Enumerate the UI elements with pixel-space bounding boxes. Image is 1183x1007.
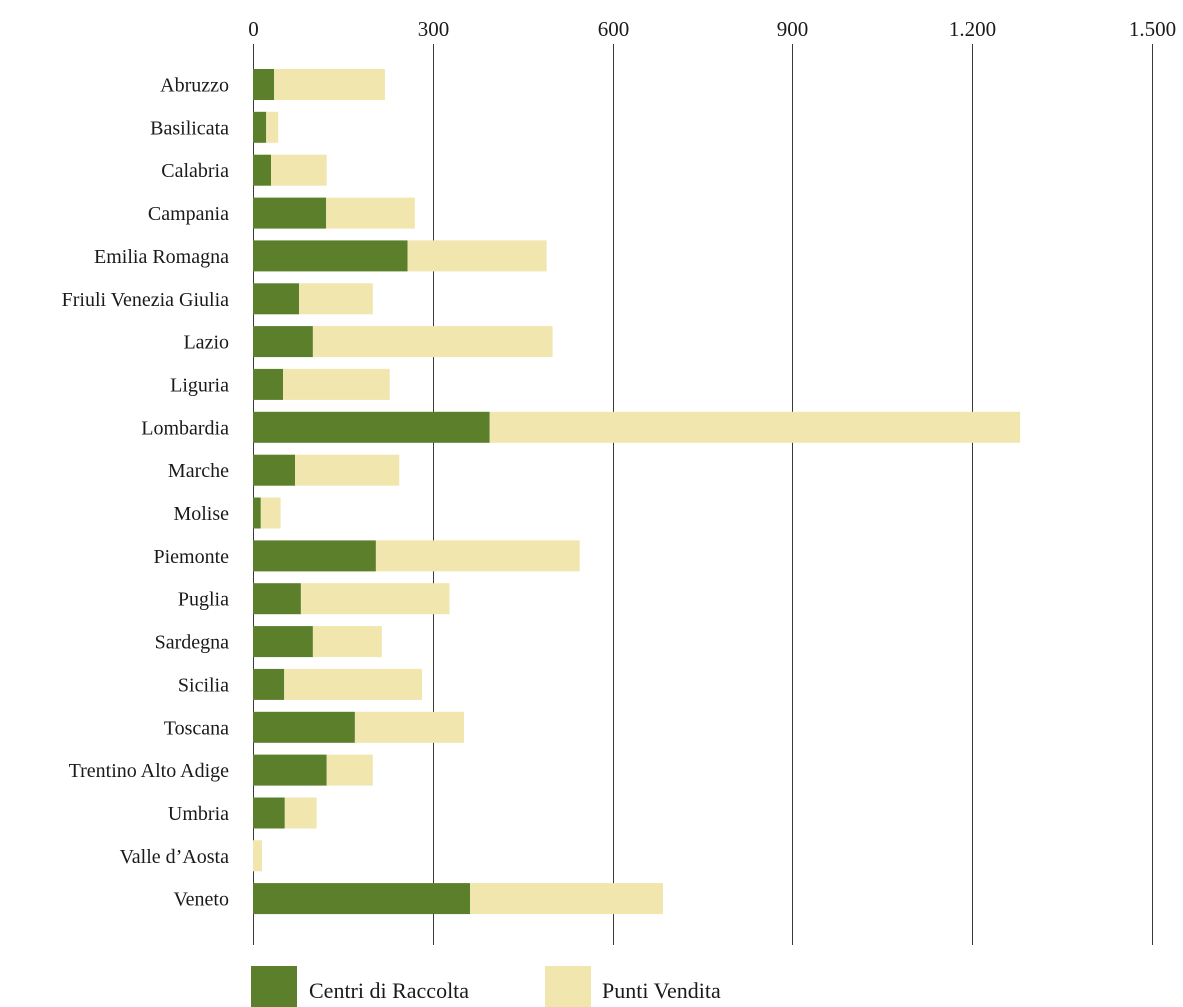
legend-label-centri-di-raccolta: Centri di Raccolta (309, 978, 469, 1003)
bar-segment (274, 69, 385, 100)
grid-layer (253, 44, 1153, 945)
bar-segment (253, 497, 261, 529)
category-label: Lombardia (141, 417, 229, 439)
category-label: Basilicata (150, 117, 229, 139)
bar-segment (253, 540, 376, 572)
category-label: Umbria (168, 803, 229, 825)
category-label: Liguria (170, 374, 229, 396)
bar-segment (253, 326, 313, 358)
category-label: Abruzzo (160, 75, 229, 97)
bar-segment (375, 540, 580, 572)
bar-segment (253, 283, 300, 315)
bar-segment (312, 626, 382, 658)
legend-swatch-punti-vendita (545, 966, 591, 1007)
bar-segment (253, 840, 262, 872)
x-tick-label: 1.200 (949, 17, 996, 41)
bar-segment (253, 111, 267, 143)
legend-label-punti-vendita: Punti Vendita (602, 978, 721, 1003)
bar-segment (253, 583, 301, 615)
x-tick-label: 300 (418, 17, 450, 41)
category-label: Emilia Romagna (94, 246, 229, 268)
bar-segment (283, 368, 390, 400)
bar-segment (312, 326, 553, 358)
category-label: Puglia (178, 589, 229, 611)
bar-segment (284, 797, 317, 829)
legend: Centri di Raccolta Punti Vendita (251, 966, 721, 1007)
category-labels: Abruzzo Basilicata Calabria Campania Emilia … (62, 75, 229, 911)
category-label: Toscana (164, 717, 229, 739)
category-label: Veneto (173, 889, 229, 911)
x-tick-label: 900 (777, 17, 809, 41)
bar-segment (253, 711, 355, 743)
bar-segment (253, 197, 327, 229)
bar-segment (253, 454, 295, 486)
bar-segment (260, 497, 281, 529)
bar-segment (253, 797, 285, 829)
bar-segment (300, 583, 450, 615)
bar-segment (253, 883, 470, 915)
x-tick-label: 1.500 (1129, 17, 1176, 41)
x-tick-label: 600 (598, 17, 630, 41)
bar-segment (253, 69, 274, 100)
bar-segment (253, 154, 271, 186)
bar-segment (470, 883, 663, 915)
bar-segment (253, 626, 313, 658)
x-axis-ticks: 0 300 600 900 1.200 1.500 (248, 17, 1176, 41)
bar-segment (253, 668, 285, 700)
category-label: Molise (173, 503, 229, 525)
bar-segment (253, 368, 283, 400)
bar-segment (295, 454, 400, 486)
category-label: Calabria (161, 160, 229, 182)
category-label: Piemonte (153, 546, 229, 568)
bar-segment (407, 240, 547, 272)
category-label: Valle d’Aosta (120, 846, 230, 868)
x-tick-label: 0 (248, 17, 259, 41)
bar-segment (271, 154, 327, 186)
bar-segment (326, 754, 373, 786)
bar-segment (354, 711, 464, 743)
bar-segment (253, 240, 408, 272)
bar-segment (489, 411, 1021, 443)
category-label: Sicilia (178, 674, 229, 696)
bar-segment (266, 111, 279, 143)
bar-segment (299, 283, 373, 315)
category-label: Friuli Venezia Giulia (62, 289, 229, 311)
category-label: Campania (148, 203, 229, 225)
bars-layer (253, 69, 1021, 915)
bar-segment (284, 668, 422, 700)
category-label: Marche (168, 460, 229, 482)
bar-segment (253, 754, 327, 786)
legend-swatch-centri-di-raccolta (251, 966, 297, 1007)
bar-segment (253, 411, 490, 443)
bar-segment (326, 197, 415, 229)
category-label: Trentino Alto Adige (69, 760, 230, 782)
category-label: Lazio (183, 332, 229, 354)
category-label: Sardegna (155, 632, 230, 654)
